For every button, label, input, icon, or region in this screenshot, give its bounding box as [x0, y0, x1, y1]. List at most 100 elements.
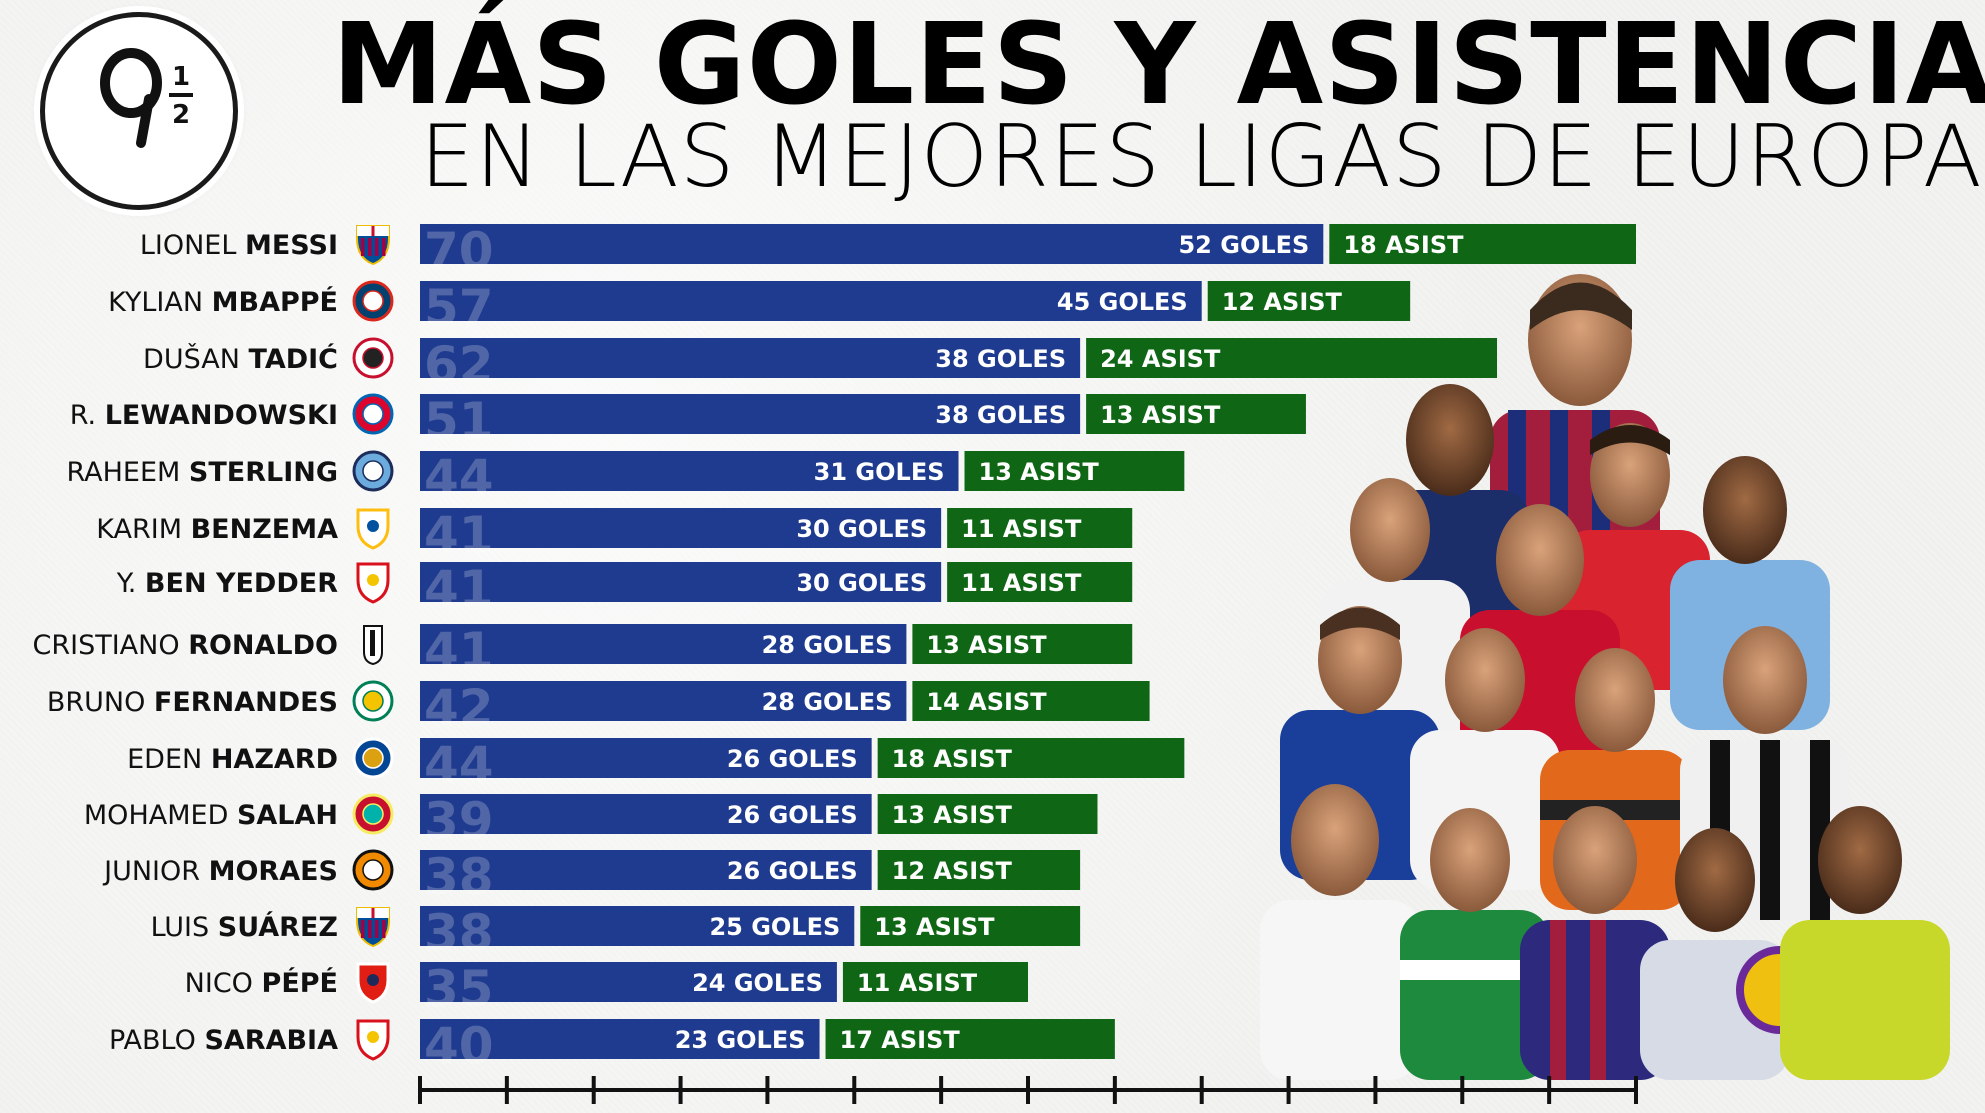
assists-label: 14 ASIST	[926, 688, 1047, 716]
player-first-name: Y.	[116, 568, 145, 599]
total-label: 44	[424, 736, 494, 794]
goals-bar	[420, 624, 907, 664]
player-name: LIONEL MESSI	[140, 230, 338, 261]
total-label: 44	[424, 449, 494, 507]
player-name: JUNIOR MORAES	[102, 856, 338, 887]
assists-bar	[912, 681, 1150, 721]
goals-bar	[420, 1019, 820, 1059]
sevilla-crest-icon	[356, 562, 390, 604]
player-last-name: SUÁREZ	[218, 911, 338, 943]
assists-bar	[912, 624, 1133, 664]
player-first-name: BRUNO	[47, 687, 154, 718]
player-row: CRISTIANO RONALDO 41 28 GOLES 13 ASIST	[33, 622, 1133, 680]
assists-bar	[947, 562, 1133, 602]
assists-label: 13 ASIST	[892, 801, 1013, 829]
player-name: PABLO SARABIA	[109, 1025, 338, 1056]
player-first-name: PABLO	[109, 1025, 204, 1056]
goals-bar	[420, 906, 855, 946]
assists-bar	[1207, 281, 1411, 321]
player-last-name: BENZEMA	[191, 514, 339, 545]
assists-label: 13 ASIST	[926, 631, 1047, 659]
player-first-name: LIONEL	[140, 230, 245, 261]
total-label: 41	[424, 506, 494, 564]
sevilla-crest-icon	[356, 1019, 390, 1061]
assists-label: 12 ASIST	[892, 857, 1013, 885]
total-label: 70	[424, 222, 494, 280]
assists-bar	[877, 794, 1098, 834]
total-label: 35	[424, 960, 494, 1018]
player-first-name: JUNIOR	[102, 856, 208, 887]
assists-label: 18 ASIST	[1343, 231, 1464, 259]
total-label: 38	[424, 904, 494, 962]
player-row: Y. BEN YEDDER 41 30 GOLES 11 ASIST	[116, 560, 1133, 618]
assists-label: 13 ASIST	[1100, 401, 1221, 429]
player-row: RAHEEM STERLING 44 31 GOLES 13 ASIST	[66, 449, 1185, 507]
nine-and-half-logo: 1 2	[40, 12, 238, 210]
goals-bar	[420, 850, 872, 890]
player-row: DUŠAN TADIĆ 62 38 GOLES 24 ASIST	[143, 336, 1498, 394]
player-last-name: HAZARD	[211, 744, 338, 775]
player-name: R. LEWANDOWSKI	[70, 400, 338, 431]
player-row: BRUNO FERNANDES 42 28 GOLES 14 ASIST	[47, 679, 1150, 737]
player-row: EDEN HAZARD 44 26 GOLES 18 ASIST	[127, 736, 1185, 794]
player-first-name: R.	[70, 400, 105, 431]
goals-bar	[420, 681, 907, 721]
total-label: 40	[424, 1017, 494, 1075]
player-last-name: MORAES	[209, 856, 338, 887]
goals-bar	[420, 738, 872, 778]
assists-bar	[877, 738, 1185, 778]
assists-bar	[964, 451, 1185, 491]
player-row: LIONEL MESSI 70 52 GOLES 18 ASIST	[140, 222, 1636, 280]
goals-label: 38 GOLES	[935, 345, 1066, 373]
player-row: LUIS SUÁREZ 38 25 GOLES 13 ASIST	[151, 904, 1081, 962]
player-name: DUŠAN TADIĆ	[143, 343, 338, 375]
goals-bar	[420, 338, 1081, 378]
player-first-name: NICO	[185, 968, 262, 999]
goals-label: 52 GOLES	[1178, 231, 1309, 259]
fc-barcelona-crest-icon	[356, 907, 390, 948]
chelsea-crest-icon	[352, 737, 394, 779]
goals-label: 28 GOLES	[762, 631, 893, 659]
player-name: RAHEEM STERLING	[66, 457, 338, 488]
goals-label: 25 GOLES	[709, 913, 840, 941]
total-label: 39	[424, 792, 494, 850]
player-name: KARIM BENZEMA	[96, 514, 338, 545]
player-name: NICO PÉPÉ	[185, 967, 338, 999]
goals-bar	[420, 562, 942, 602]
total-label: 41	[424, 560, 494, 618]
assists-bar	[947, 508, 1133, 548]
player-row: KARIM BENZEMA 41 30 GOLES 11 ASIST	[96, 506, 1133, 564]
goals-label: 38 GOLES	[935, 401, 1066, 429]
assists-bar	[1086, 394, 1306, 434]
sporting-crest-icon	[352, 680, 394, 722]
player-row: MOHAMED SALAH 39 26 GOLES 13 ASIST	[84, 792, 1098, 850]
chart-title: MÁS GOLES Y ASISTENCIAS	[332, 0, 1985, 130]
player-first-name: KARIM	[96, 514, 190, 545]
real-madrid-crest-icon	[356, 508, 390, 550]
goals-label: 26 GOLES	[727, 801, 858, 829]
player-first-name: KYLIAN	[108, 287, 212, 318]
goals-bar	[420, 394, 1081, 434]
total-label: 62	[424, 336, 494, 394]
player-name: LUIS SUÁREZ	[151, 911, 338, 943]
assists-bar	[1329, 224, 1636, 264]
ajax-crest-icon	[352, 337, 394, 379]
goals-label: 24 GOLES	[692, 969, 823, 997]
player-row: KYLIAN MBAPPÉ 57 45 GOLES 12 ASIST	[108, 279, 1411, 337]
player-name: CRISTIANO RONALDO	[33, 630, 338, 661]
assists-bar	[1086, 338, 1498, 378]
player-last-name: MBAPPÉ	[212, 286, 338, 318]
assists-label: 11 ASIST	[961, 569, 1082, 597]
total-label: 38	[424, 848, 494, 906]
goals-label: 30 GOLES	[796, 569, 927, 597]
total-label: 42	[424, 679, 494, 737]
player-name: MOHAMED SALAH	[84, 800, 338, 831]
total-label: 57	[424, 279, 494, 337]
assists-bar	[842, 962, 1028, 1002]
assists-label: 13 ASIST	[874, 913, 995, 941]
player-first-name: DUŠAN	[143, 343, 248, 375]
assists-label: 18 ASIST	[892, 745, 1013, 773]
player-last-name: STERLING	[189, 457, 338, 488]
player-last-name: BEN YEDDER	[145, 568, 338, 599]
